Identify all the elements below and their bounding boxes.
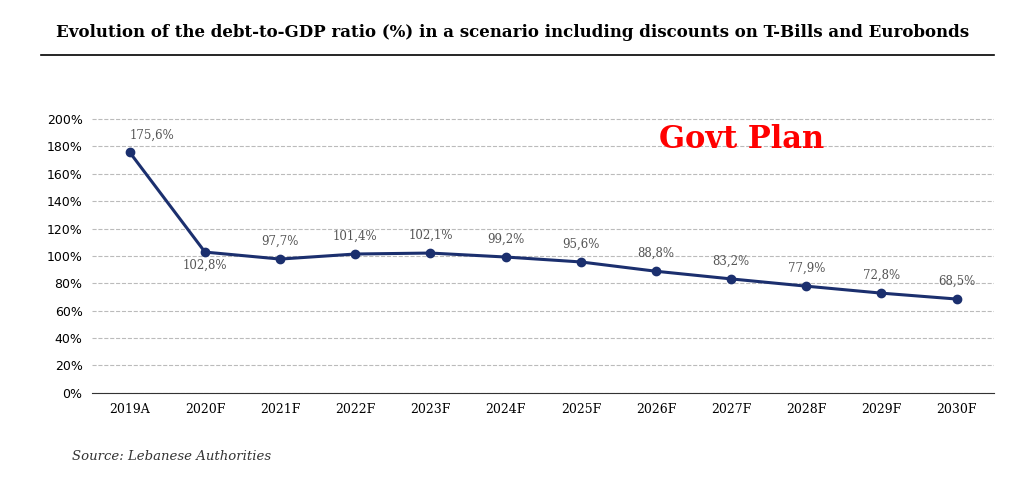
Text: 97,7%: 97,7% xyxy=(261,235,299,248)
Text: 101,4%: 101,4% xyxy=(333,230,377,243)
Text: Govt Plan: Govt Plan xyxy=(659,125,824,155)
Text: Evolution of the debt-to-GDP ratio (%) in a scenario including discounts on T-Bi: Evolution of the debt-to-GDP ratio (%) i… xyxy=(56,24,969,41)
Text: 102,1%: 102,1% xyxy=(408,229,453,242)
Text: 72,8%: 72,8% xyxy=(863,269,900,282)
Text: 83,2%: 83,2% xyxy=(712,255,749,268)
Text: 88,8%: 88,8% xyxy=(638,247,674,260)
Text: 102,8%: 102,8% xyxy=(182,259,228,272)
Text: Source: Lebanese Authorities: Source: Lebanese Authorities xyxy=(72,450,271,463)
Text: 77,9%: 77,9% xyxy=(787,262,825,275)
Text: 68,5%: 68,5% xyxy=(938,275,976,288)
Text: 175,6%: 175,6% xyxy=(130,128,174,141)
Text: 99,2%: 99,2% xyxy=(487,233,525,246)
Text: 95,6%: 95,6% xyxy=(562,238,600,251)
